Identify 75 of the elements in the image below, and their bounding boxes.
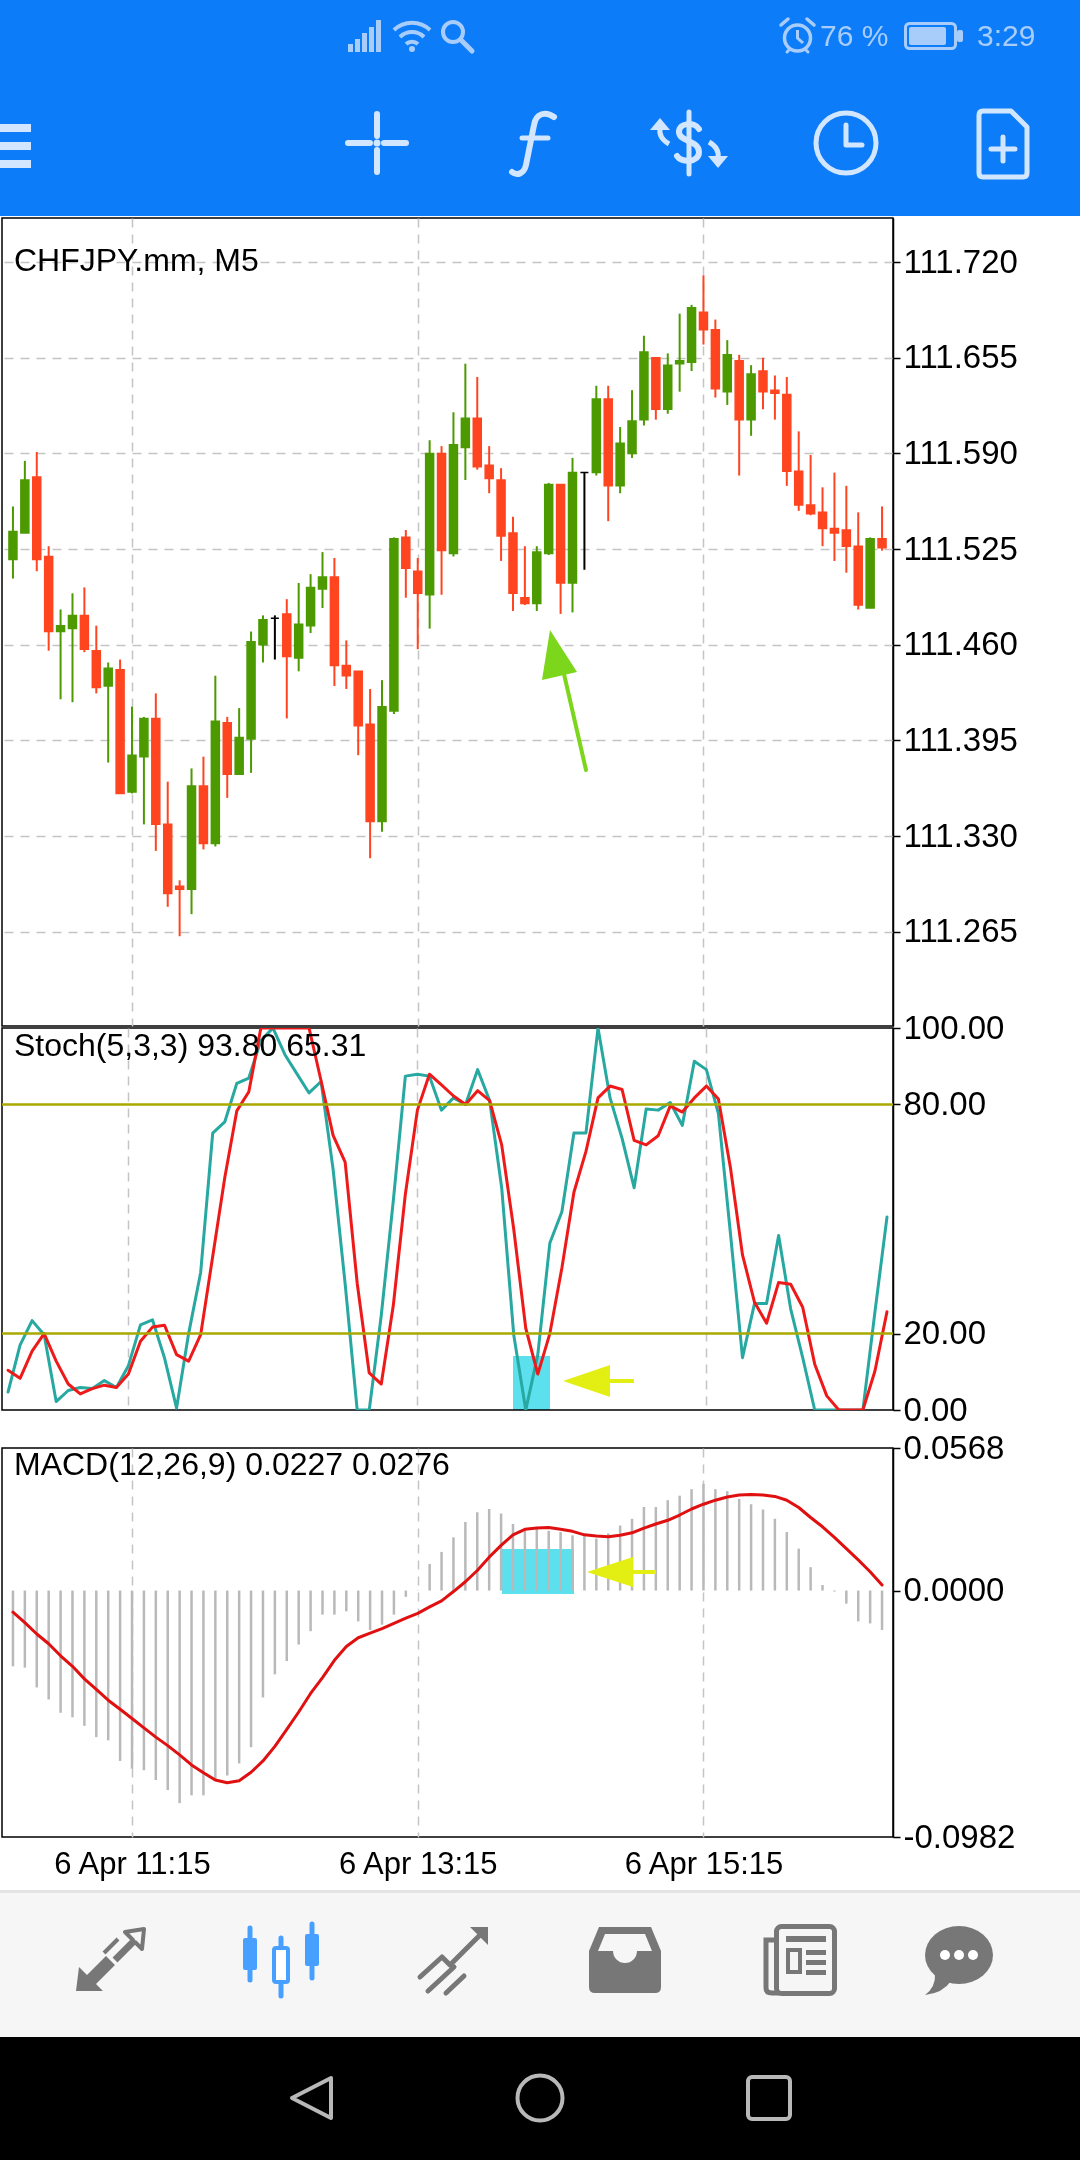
candlestick [877, 505, 887, 552]
text: 76 % [820, 18, 889, 54]
y-tick-label: 111.590 [903, 433, 1018, 471]
candlestick [829, 471, 840, 562]
candlestick [67, 592, 78, 704]
bar [678, 1495, 681, 1591]
bar [714, 1489, 717, 1591]
bar [59, 1590, 62, 1713]
y-tick-label: 80.00 [903, 1084, 987, 1122]
y-tick-label: 20.00 [903, 1314, 987, 1352]
chart-title: MACD(12,26,9) 0.0227 0.0276 [14, 1446, 450, 1482]
bar [95, 1590, 98, 1738]
candlestick [317, 551, 328, 610]
bar [440, 1551, 443, 1591]
bar [821, 1585, 824, 1591]
y-tick-label: 0.0568 [903, 1428, 1005, 1466]
y-tick-label: 111.265 [903, 912, 1018, 950]
bar [47, 1590, 50, 1700]
candlestick [841, 484, 852, 574]
candlestick [520, 545, 530, 607]
bar [166, 1590, 169, 1791]
bar [547, 1530, 550, 1591]
bar [178, 1590, 181, 1804]
bar [797, 1548, 800, 1591]
bar [583, 1535, 586, 1591]
candlestick [412, 556, 423, 651]
candlestick [674, 312, 685, 393]
line-series [11, 1492, 884, 1785]
bar [809, 1567, 812, 1591]
candlestick [103, 661, 113, 764]
y-tick-label: 0.00 [903, 1390, 968, 1428]
bar [333, 1590, 336, 1615]
bar [190, 1590, 193, 1796]
bar [309, 1590, 312, 1632]
bar [571, 1535, 574, 1591]
y-tick-label: 111.525 [903, 529, 1018, 567]
y-tick-label: 111.655 [903, 338, 1018, 376]
bar [845, 1590, 848, 1604]
y-tick-label: 100.00 [903, 1008, 1005, 1046]
x-tick-label: 6 Apr 13:15 [338, 1845, 498, 1881]
candlestick [174, 879, 185, 938]
candlestick [758, 356, 768, 411]
bar [71, 1590, 74, 1718]
y-tick-label: 111.460 [903, 625, 1018, 663]
bar [321, 1590, 324, 1615]
candlestick [698, 274, 709, 346]
bar [83, 1590, 86, 1726]
text: CHFJPY.mm, M5 [14, 242, 259, 278]
y-tick-label: 111.720 [903, 242, 1018, 280]
bar [476, 1512, 479, 1591]
candlestick [805, 453, 816, 517]
bar [214, 1590, 217, 1781]
line-series [6, 1028, 889, 1410]
bar [226, 1590, 229, 1776]
y-tick-label: 0.0000 [903, 1571, 1005, 1609]
x-tick-label: 6 Apr 11:15 [54, 1845, 211, 1881]
text: 3:29 [977, 18, 1036, 54]
y-tick-label: 111.330 [903, 816, 1018, 854]
y-tick-label: -0.0982 [903, 1817, 1016, 1855]
candlestick [55, 608, 66, 701]
candlestick [770, 374, 780, 421]
bar [202, 1590, 205, 1796]
bar [559, 1532, 562, 1591]
bar [690, 1489, 693, 1591]
bar [726, 1491, 729, 1591]
bar [464, 1522, 467, 1591]
candlestick [341, 639, 352, 690]
candlestick [817, 486, 828, 548]
candlestick [484, 445, 494, 495]
bar [452, 1537, 455, 1591]
x-tick-label: 6 Apr 15:15 [624, 1845, 784, 1881]
y-tick-label: 111.395 [903, 720, 1018, 758]
bar [428, 1563, 431, 1591]
bar [297, 1590, 300, 1645]
bar [345, 1590, 348, 1612]
